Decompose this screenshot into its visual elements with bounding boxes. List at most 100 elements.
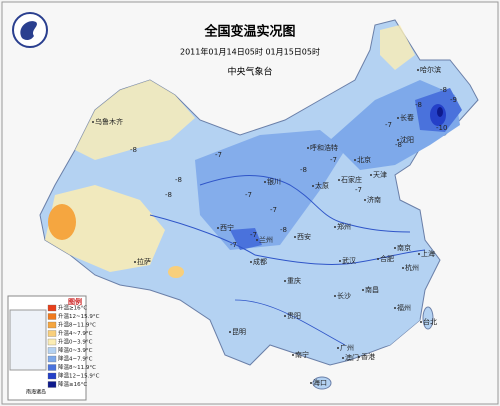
city-dot (334, 295, 336, 297)
map-value-label: -7 (230, 241, 237, 249)
map-title: 全国变温实况图 (203, 24, 295, 40)
city-dot (354, 159, 356, 161)
city-label: 拉萨 (137, 257, 151, 266)
city-dot (370, 174, 372, 176)
legend-label: 升温8~11.9°C (58, 321, 96, 329)
city-label: 银川 (267, 177, 281, 186)
city-label: 天津 (373, 171, 387, 179)
city-label: 澳门 (345, 353, 359, 362)
city-label: 上海 (421, 249, 435, 258)
city-label: 福州 (397, 303, 411, 312)
city-dot (394, 307, 396, 309)
city-dot (284, 280, 286, 282)
city-dot (394, 247, 396, 249)
map-value-label: -7 (245, 191, 252, 199)
city-label: 杭州 (405, 263, 419, 272)
map-value-label: -8 (300, 166, 307, 174)
city-label: 台北 (423, 317, 437, 326)
city-dot (338, 179, 340, 181)
city-label: 贵阳 (287, 311, 301, 320)
legend-label: 降温12~15.9°C (58, 372, 100, 380)
city-dot (342, 357, 344, 359)
city-label: 石家庄 (341, 175, 362, 184)
city-label: 重庆 (287, 276, 301, 285)
legend-title: 图例 (68, 297, 82, 306)
city-dot (417, 69, 419, 71)
city-label: 武汉 (342, 256, 356, 265)
legend-label: 升温≥16°C (58, 304, 87, 312)
legend-swatch (47, 330, 57, 337)
legend-swatch (47, 372, 57, 380)
map-value-label: -8 (280, 226, 287, 234)
logo (12, 12, 48, 48)
legend-swatch (47, 321, 57, 329)
map-value-label: -8 (415, 101, 422, 109)
city-dot (397, 139, 399, 141)
legend-swatch (47, 338, 57, 346)
inset-label: 南海诸岛 (26, 389, 46, 396)
city-dot (358, 356, 360, 358)
legend-swatch (47, 355, 57, 363)
legend-label: 升温0~3.9°C (58, 338, 93, 346)
city-dot (134, 261, 136, 263)
value-labels: -8-8-7-8-7-7-8-7-7-8-7-8-10-7-9-8-7-8 (130, 86, 457, 249)
map-value-label: -8 (440, 86, 447, 94)
legend-swatch (47, 381, 57, 388)
city-label: 长沙 (337, 291, 351, 300)
city-label: 南昌 (365, 285, 379, 294)
map-value-label: -8 (395, 141, 402, 149)
city-label: 乌鲁木齐 (95, 117, 123, 126)
city-dot (397, 117, 399, 119)
city-label: 哈尔滨 (420, 65, 441, 74)
city-label: 北京 (357, 155, 371, 164)
map-value-label: -9 (450, 96, 457, 104)
city-label: 成都 (253, 257, 267, 266)
city-label: 兰州 (259, 235, 273, 244)
city-dot (250, 261, 252, 263)
city-label: 沈阳 (400, 135, 414, 144)
map-value-label: -10 (436, 124, 447, 132)
city-label: 呼和浩特 (310, 143, 338, 152)
map-value-label: -7 (250, 231, 257, 239)
city-label: 香港 (361, 352, 375, 361)
city-dot (292, 354, 294, 356)
legend-swatch (47, 364, 57, 371)
legend-label: 降温8~11.9°C (58, 363, 96, 371)
city-dot (377, 258, 379, 260)
legend-label: 升温4~7.9°C (58, 329, 93, 337)
city-dot (334, 226, 336, 228)
city-label: 西安 (297, 232, 311, 241)
city-dot (256, 239, 258, 241)
city-dot (310, 382, 312, 384)
city-label: 郑州 (337, 223, 351, 231)
city-label: 西宁 (220, 223, 234, 232)
legend-label: 降温≥16°C (58, 380, 87, 388)
city-label: 济南 (367, 195, 381, 204)
city-label: 合肥 (380, 254, 394, 263)
city-dot (364, 199, 366, 201)
city-label: 太原 (315, 181, 329, 190)
legend-swatch (47, 347, 57, 354)
map-subtitle: 2011年01月14日05时 01月15日05时 (180, 47, 320, 57)
city-dot (92, 121, 94, 123)
city-dot (362, 289, 364, 291)
city-dot (312, 185, 314, 187)
city-dot (217, 227, 219, 229)
legend-swatch (47, 313, 57, 320)
inset-map (9, 309, 47, 371)
city-dot (307, 147, 309, 149)
city-dot (264, 181, 266, 183)
legend-label: 降温0~3.9°C (58, 346, 93, 354)
city-label: 海口 (313, 378, 327, 387)
city-dot (337, 347, 339, 349)
city-label: 南宁 (295, 350, 309, 359)
city-dot (418, 253, 420, 255)
city-dot (420, 321, 422, 323)
city-dot (294, 236, 296, 238)
city-label: 昆明 (232, 328, 246, 336)
map-value-label: -8 (175, 176, 182, 184)
city-label: 广州 (340, 343, 354, 352)
map-value-label: -7 (330, 156, 337, 164)
